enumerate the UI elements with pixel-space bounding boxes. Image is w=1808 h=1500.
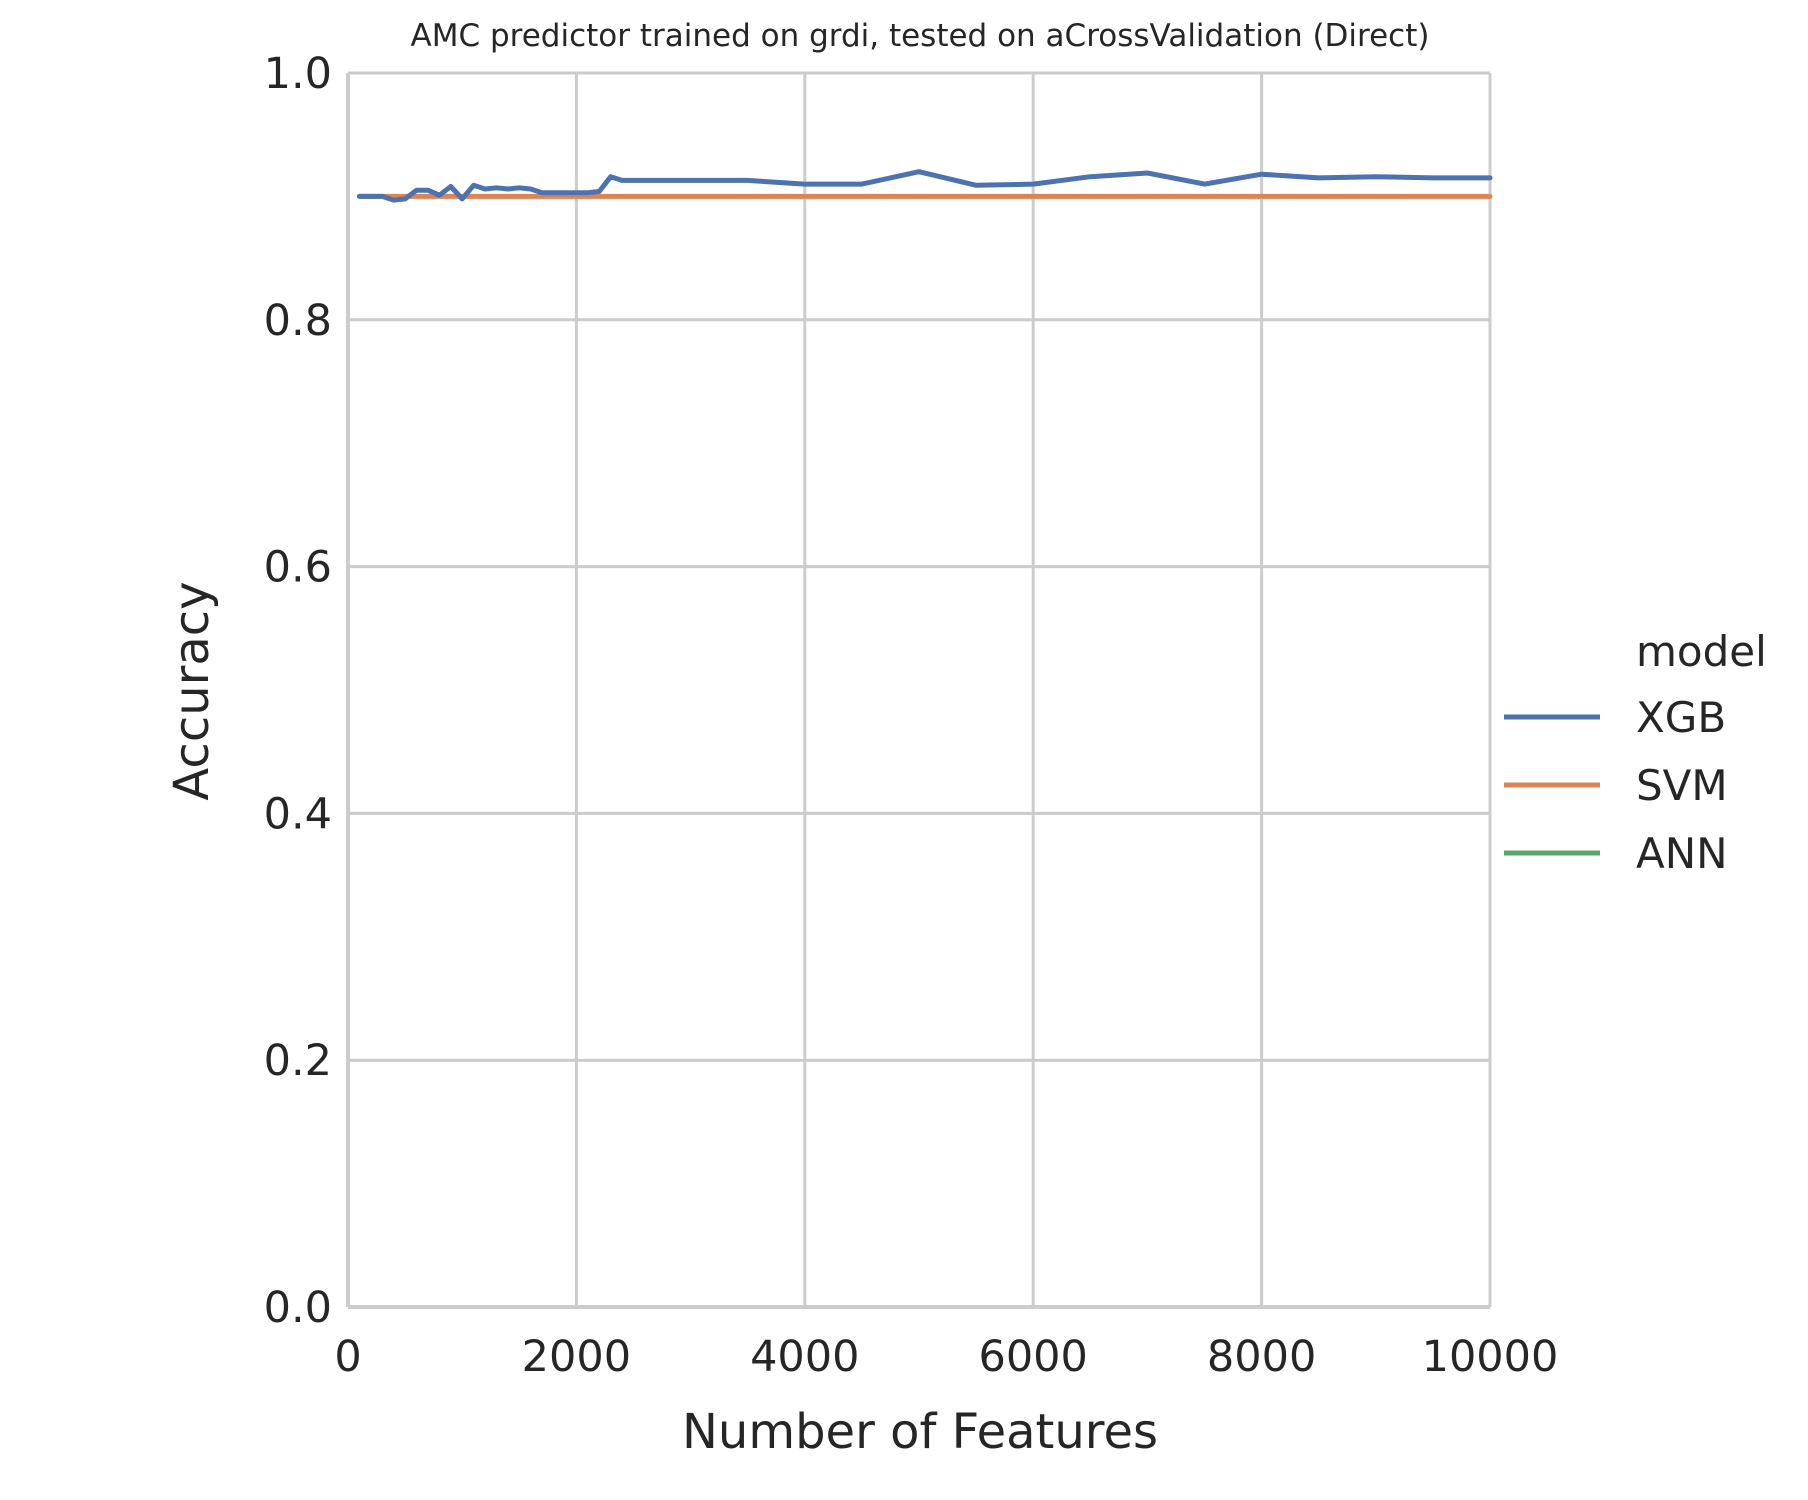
legend: model XGB SVM ANN bbox=[1504, 627, 1767, 878]
x-tick-label: 10000 bbox=[1422, 1332, 1559, 1382]
x-tick-label: 2000 bbox=[522, 1332, 631, 1382]
chart-title: AMC predictor trained on grdi, tested on… bbox=[411, 18, 1430, 54]
series-line-xgb bbox=[356, 169, 1493, 203]
x-tick-label: 0 bbox=[334, 1332, 361, 1382]
legend-label-ann: ANN bbox=[1636, 829, 1728, 878]
axes: 0 2000 4000 6000 8000 10000 0.0 0.2 0.4 0.6 0.8 1.0 bbox=[264, 49, 1559, 1382]
legend-label-svm: SVM bbox=[1636, 761, 1728, 810]
x-axis-label: Number of Features bbox=[682, 1404, 1158, 1460]
x-tick-label: 4000 bbox=[750, 1332, 859, 1382]
x-tick-label: 8000 bbox=[1207, 1332, 1316, 1382]
y-tick-label: 1.0 bbox=[264, 49, 332, 99]
y-axis-label: Accuracy bbox=[164, 581, 220, 800]
y-tick-label: 0.2 bbox=[264, 1036, 332, 1086]
gridlines bbox=[346, 71, 1492, 1309]
y-tick-label: 0.0 bbox=[264, 1283, 332, 1333]
y-tick-label: 0.6 bbox=[264, 543, 332, 593]
plot-area bbox=[356, 169, 1493, 203]
y-tick-label: 0.4 bbox=[264, 789, 332, 839]
legend-title: model bbox=[1636, 627, 1767, 676]
y-tick-label: 0.8 bbox=[264, 296, 332, 346]
legend-label-xgb: XGB bbox=[1636, 693, 1726, 742]
x-tick-label: 6000 bbox=[978, 1332, 1087, 1382]
